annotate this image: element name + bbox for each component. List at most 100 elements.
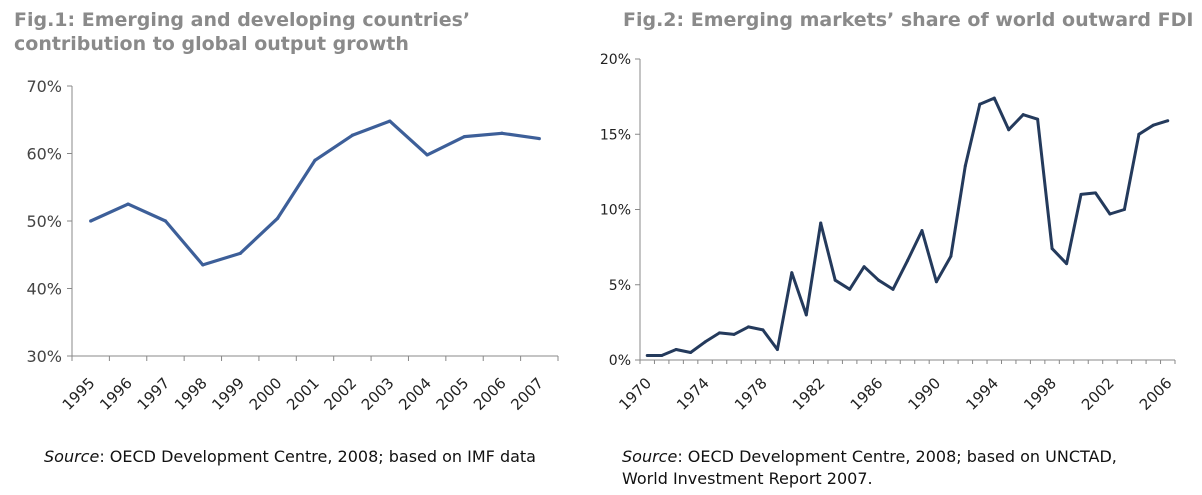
- fig1-y-tick-label: 70%: [26, 77, 62, 96]
- fig2-source-label: Source: [622, 447, 678, 466]
- fig2-source-text-line1: : OECD Development Centre, 2008; based o…: [677, 447, 1117, 466]
- fig2-source-line1: Source: OECD Development Centre, 2008; b…: [622, 446, 1177, 468]
- fig2-data-point: [920, 229, 924, 233]
- fig2-y-tick-label: 15%: [600, 127, 631, 143]
- fig1-data-point: [388, 119, 392, 123]
- fig1-x-tick-label: 2003: [358, 374, 398, 414]
- fig1-y-tick-label: 50%: [26, 212, 62, 231]
- fig2-data-point: [732, 332, 736, 336]
- fig1-source-label: Source: [44, 447, 100, 466]
- fig2-data-point: [1079, 192, 1083, 196]
- fig2-x-tick-label: 1986: [847, 374, 887, 414]
- fig2-data-point: [645, 353, 649, 357]
- fig1-x-tick-label: 2001: [283, 374, 323, 414]
- fig2-y-tick-label: 0%: [609, 353, 631, 369]
- fig1-data-point: [89, 219, 93, 223]
- fig2-x-tick-label: 2002: [1078, 374, 1118, 414]
- fig2-data-point: [674, 347, 678, 351]
- fig1-x-tick-label: 1995: [59, 374, 99, 414]
- fig1-y-tick-label: 60%: [26, 145, 62, 164]
- fig1-x-tick-label: 1998: [171, 374, 211, 414]
- fig1-title-line1: Fig.1: Emerging and developing countries…: [14, 9, 471, 31]
- fig1-source-text: : OECD Development Centre, 2008; based o…: [99, 447, 536, 466]
- fig2-data-point: [660, 353, 664, 357]
- fig2-x-tick-label: 1994: [962, 374, 1002, 414]
- fig2-source: Source: OECD Development Centre, 2008; b…: [622, 446, 1177, 490]
- fig1-x-tick-label: 2004: [395, 374, 435, 414]
- fig2-x-tick-label: 2006: [1136, 374, 1176, 414]
- fig2-data-point: [1137, 132, 1141, 136]
- fig1-data-point: [462, 135, 467, 139]
- fig2-data-point: [689, 350, 693, 354]
- fig2-data-point: [718, 331, 722, 335]
- fig2-data-point: [1065, 262, 1069, 266]
- fig1-x-tick-label: 1997: [134, 374, 174, 414]
- fig2-data-point: [1108, 212, 1112, 216]
- fig1-x-tick-label: 1999: [208, 374, 248, 414]
- fig2-data-point: [877, 278, 881, 282]
- fig2-data-point: [775, 347, 779, 351]
- fig1-data-point: [425, 153, 429, 157]
- fig2-data-point: [862, 265, 866, 269]
- fig2-data-point: [703, 340, 707, 344]
- fig1-x-tick-label: 2005: [433, 374, 473, 414]
- fig1-data-point: [500, 131, 504, 135]
- fig2-series-line: [647, 96, 1169, 357]
- fig2-data-point: [819, 221, 823, 225]
- fig1-data-point: [126, 202, 130, 206]
- fig1-data-point: [350, 133, 354, 137]
- fig2-title: Fig.2: Emerging markets’ share of world …: [623, 9, 1194, 31]
- fig1-data-point: [313, 158, 317, 162]
- fig1-x-tick-label: 1996: [96, 374, 136, 414]
- fig2-data-point: [833, 278, 837, 282]
- fig2-data-point: [1122, 208, 1126, 211]
- fig2-data-point: [761, 328, 765, 332]
- fig2-data-point: [992, 96, 996, 100]
- fig2-data-point: [906, 259, 909, 263]
- fig2-x-tick-label: 1974: [673, 374, 713, 414]
- fig2-data-point: [978, 102, 982, 106]
- fig2-data-point: [1166, 119, 1170, 123]
- fig2-x-tick-label: 1998: [1020, 374, 1060, 414]
- fig1-source: Source: OECD Development Centre, 2008; b…: [44, 446, 584, 468]
- fig1-data-point: [276, 216, 280, 220]
- fig2-y-tick-label: 5%: [609, 278, 631, 294]
- fig1-x-tick-label: 2006: [470, 374, 510, 414]
- fig2-data-point: [1050, 247, 1054, 251]
- fig1-data-point: [163, 219, 168, 223]
- fig2-data-point: [746, 325, 750, 329]
- fig2-data-point: [1021, 113, 1025, 117]
- fig2-x-tick-label: 1982: [789, 374, 829, 414]
- fig2-chart: 0% 5% 10% 15% 20% 1970 1974 1978 1982 1986 1990 199…: [600, 52, 1176, 414]
- fig2-x-tick-label: 1978: [731, 374, 771, 414]
- fig1-x-tick-label: 2000: [246, 374, 286, 414]
- fig2-y-tick-label: 20%: [600, 52, 631, 68]
- fig1-title-line2: contribution to global output growth: [14, 33, 409, 55]
- fig2-data-point: [804, 313, 808, 317]
- fig2-data-point: [848, 287, 852, 291]
- fig2-data-point: [1036, 117, 1040, 121]
- fig1-chart: 30%40%50%60%70%1995199619971998199920002…: [26, 77, 559, 414]
- fig2-source-line2: World Investment Report 2007.: [622, 469, 873, 488]
- fig2-data-point: [891, 287, 895, 291]
- fig2-data-point: [963, 164, 967, 168]
- fig1-x-tick-label: 2007: [507, 374, 547, 414]
- fig2-x-tick-label: 1970: [615, 374, 655, 414]
- fig1-title: Fig.1: Emerging and developing countries…: [14, 8, 534, 56]
- fig2-data-point: [1151, 123, 1155, 127]
- fig2-data-point: [1007, 128, 1011, 132]
- fig2-data-point: [934, 280, 938, 284]
- fig1-y-tick-label: 30%: [26, 347, 62, 366]
- fig2-data-point: [790, 271, 794, 275]
- fig1-series-line: [90, 119, 540, 267]
- fig2-data-point: [1093, 191, 1097, 195]
- fig1-data-point: [238, 251, 242, 255]
- fig1-x-tick-label: 2002: [320, 374, 360, 414]
- fig2-x-tick-label: 1990: [905, 374, 945, 414]
- fig1-data-point: [537, 137, 541, 141]
- fig1-y-tick-label: 40%: [26, 280, 62, 299]
- fig2-y-tick-label: 10%: [600, 203, 631, 219]
- fig1-data-point: [201, 263, 205, 267]
- fig2-data-point: [949, 254, 953, 258]
